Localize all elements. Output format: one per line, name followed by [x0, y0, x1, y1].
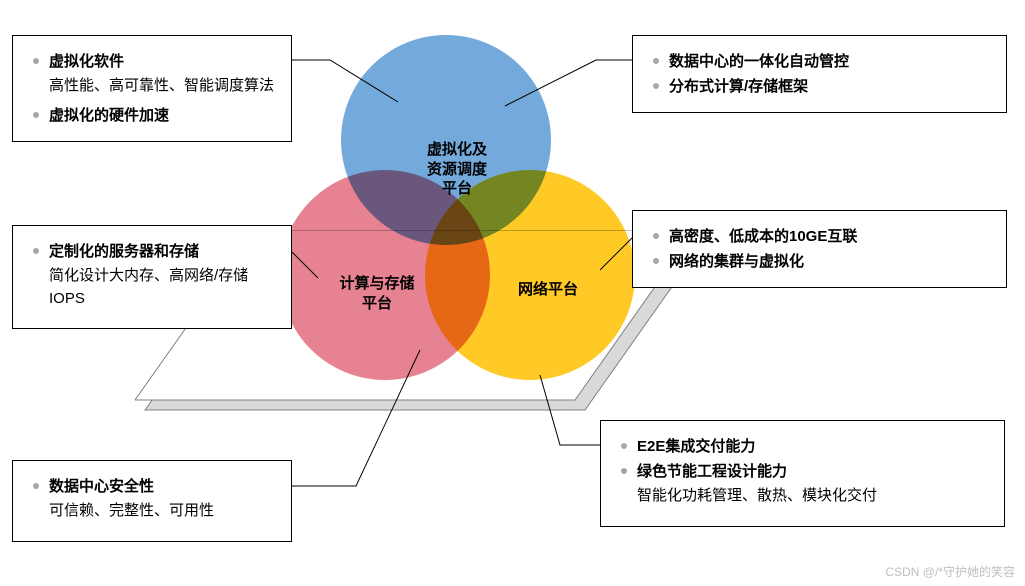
- venn-circle-network: [425, 170, 635, 380]
- callout-bottom-left: 数据中心安全性可信赖、完整性、可用性: [12, 460, 292, 542]
- callout-item-desc: 可信赖、完整性、可用性: [27, 500, 277, 523]
- callout-item: 虚拟化软件: [27, 50, 277, 71]
- venn-label-compute-storage: 计算与存储平台: [327, 274, 427, 313]
- callout-item: 绿色节能工程设计能力: [615, 460, 990, 481]
- callout-item-desc: 简化设计大内存、高网络/存储IOPS: [27, 265, 277, 310]
- venn-label-network: 网络平台: [508, 280, 588, 300]
- callout-item: 定制化的服务器和存储: [27, 240, 277, 261]
- diagram-stage: 虚拟化及资源调度平台 计算与存储平台 网络平台 虚拟化软件高性能、高可靠性、智能…: [0, 0, 1025, 586]
- callout-bottom-right: E2E集成交付能力绿色节能工程设计能力智能化功耗管理、散热、模块化交付: [600, 420, 1005, 527]
- venn-label-virtualization: 虚拟化及资源调度平台: [412, 140, 502, 199]
- callout-item: 虚拟化的硬件加速: [27, 104, 277, 125]
- watermark-text: CSDN @/*守护她的笑容: [885, 563, 1015, 580]
- callout-item: 分布式计算/存储框架: [647, 75, 992, 96]
- callout-top-right: 数据中心的一体化自动管控分布式计算/存储框架: [632, 35, 1007, 113]
- callout-item: E2E集成交付能力: [615, 435, 990, 456]
- callout-item: 网络的集群与虚拟化: [647, 250, 992, 271]
- callout-mid-right: 高密度、低成本的10GE互联网络的集群与虚拟化: [632, 210, 1007, 288]
- callout-item-desc: 高性能、高可靠性、智能调度算法: [27, 75, 277, 98]
- callout-item: 数据中心安全性: [27, 475, 277, 496]
- callout-item: 数据中心的一体化自动管控: [647, 50, 992, 71]
- callout-mid-left: 定制化的服务器和存储简化设计大内存、高网络/存储IOPS: [12, 225, 292, 329]
- callout-item-desc: 智能化功耗管理、散热、模块化交付: [615, 485, 990, 508]
- callout-item: 高密度、低成本的10GE互联: [647, 225, 992, 246]
- callout-top-left: 虚拟化软件高性能、高可靠性、智能调度算法虚拟化的硬件加速: [12, 35, 292, 142]
